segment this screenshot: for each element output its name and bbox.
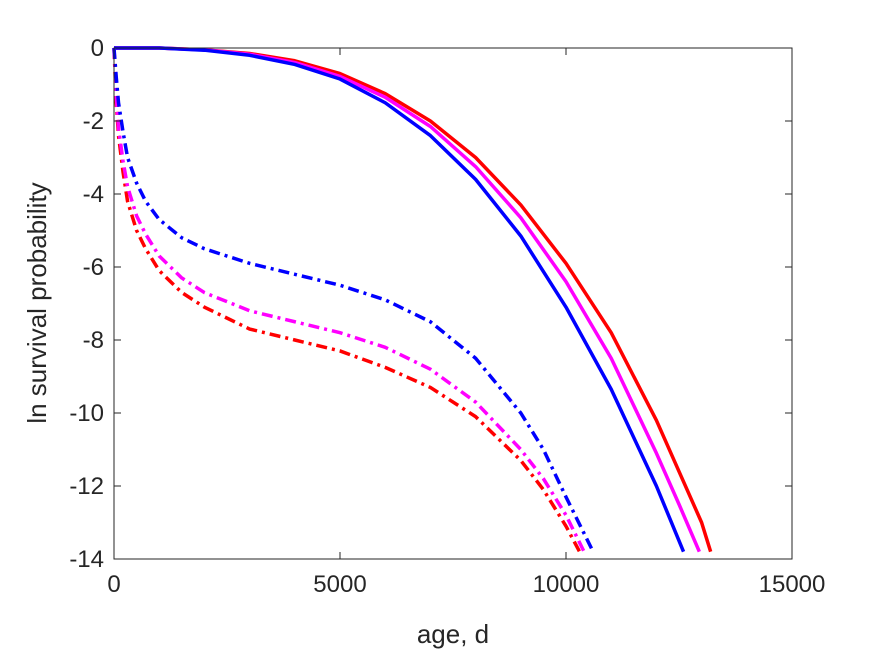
tick-labels: 0 5000 10000 15000 0 -2 -4 -6 -8 -10 -12 -14 xyxy=(69,35,825,598)
axes-frame xyxy=(113,47,793,560)
series-layer xyxy=(112,46,713,553)
y-tick-label: -2 xyxy=(83,108,104,135)
plot-area xyxy=(114,48,792,559)
x-tick-label: 10000 xyxy=(533,571,600,598)
y-tick-label: 0 xyxy=(91,35,104,62)
y-tick-label: -12 xyxy=(69,473,104,500)
y-axis-title: ln survival probability xyxy=(22,182,52,423)
series-line-4 xyxy=(112,47,586,553)
y-tick-label: -4 xyxy=(83,181,104,208)
x-axis-title: age, d xyxy=(417,619,489,649)
y-tick-label: -6 xyxy=(83,254,104,281)
x-tick-label: 5000 xyxy=(313,571,366,598)
ticks-layer xyxy=(113,47,793,560)
series-line-3 xyxy=(112,47,582,553)
axes-box xyxy=(113,47,793,560)
series-line-2 xyxy=(114,46,686,553)
y-tick-label: -14 xyxy=(69,546,104,573)
y-tick-label: -8 xyxy=(83,327,104,354)
x-tick-label: 0 xyxy=(107,571,120,598)
x-tick-label: 15000 xyxy=(759,571,826,598)
series-line-5 xyxy=(112,47,595,553)
y-tick-label: -10 xyxy=(69,400,104,427)
plot-background xyxy=(114,48,792,559)
